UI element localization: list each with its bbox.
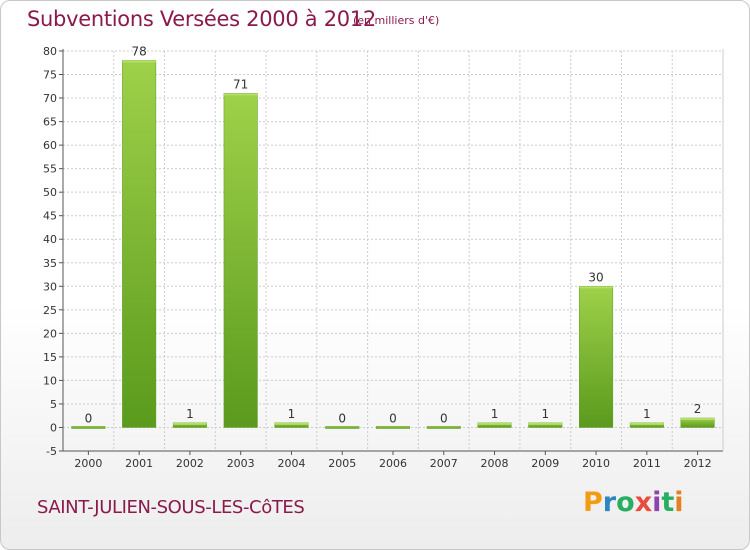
x-tick-label: 2011 (633, 457, 661, 470)
bar-highlight (680, 418, 715, 421)
value-label: 0 (440, 411, 448, 425)
bar-highlight (122, 60, 156, 63)
y-tick-label: 65 (43, 116, 57, 129)
x-tick-label: 2002 (176, 457, 204, 470)
value-label: 2 (694, 402, 702, 416)
logo-letter: i (652, 487, 662, 518)
logo-letter: x (634, 487, 653, 518)
value-label: 78 (132, 44, 147, 58)
y-tick-label: 35 (43, 257, 57, 270)
y-tick-label: 80 (43, 45, 57, 58)
bar-2000 (71, 426, 106, 429)
value-label: 1 (288, 407, 296, 421)
x-tick-label: 2005 (328, 457, 356, 470)
x-tick-label: 2003 (227, 457, 255, 470)
proxiti-logo[interactable]: Proxiti (583, 487, 684, 518)
y-tick-label: 70 (43, 92, 57, 105)
value-label: 71 (233, 77, 248, 91)
x-tick-label: 2008 (481, 457, 509, 470)
logo-letter: i (674, 487, 684, 518)
value-label: 0 (338, 411, 346, 425)
x-tick-label: 2012 (684, 457, 712, 470)
bar-highlight (630, 422, 664, 425)
bar-highlight (528, 422, 563, 425)
y-tick-label: 0 (50, 421, 57, 434)
value-label: 1 (643, 407, 651, 421)
logo-letter: o (616, 487, 635, 518)
chart-unit: (en milliers d'€) (353, 14, 440, 27)
x-tick-label: 2009 (531, 457, 559, 470)
y-tick-label: 75 (43, 69, 57, 82)
value-label: 1 (491, 407, 499, 421)
x-tick-label: 2000 (74, 457, 102, 470)
bar-2001 (122, 60, 157, 428)
bar-highlight (477, 422, 512, 425)
logo-letter: r (602, 487, 617, 518)
logo-letter: P (583, 487, 603, 518)
y-tick-label: 15 (43, 351, 57, 364)
value-label: 1 (186, 407, 194, 421)
bar-highlight (173, 422, 207, 425)
y-tick-label: 55 (43, 163, 57, 176)
y-tick-label: -5 (46, 445, 57, 458)
x-tick-label: 2007 (430, 457, 458, 470)
logo-letter: t (661, 487, 675, 518)
bars (71, 60, 715, 429)
commune-name: SAINT-JULIEN-SOUS-LES-CôTES (37, 497, 305, 518)
bar-highlight (223, 93, 258, 96)
value-label: 30 (588, 270, 603, 284)
bar-highlight (274, 422, 309, 425)
x-tick-label: 2010 (582, 457, 610, 470)
value-label: 0 (389, 411, 397, 425)
bar-2007 (426, 426, 461, 429)
y-tick-label: 25 (43, 304, 57, 317)
y-tick-label: 50 (43, 186, 57, 199)
bar-highlight (579, 286, 613, 289)
x-tick-label: 2001 (125, 457, 153, 470)
value-label: 0 (85, 411, 93, 425)
y-tick-label: 40 (43, 233, 57, 246)
bar-2005 (325, 426, 360, 429)
labels: -505101520253035404550556065707580020007… (43, 44, 712, 470)
x-tick-label: 2006 (379, 457, 407, 470)
chart-title: Subventions Versées 2000 à 2012 (27, 7, 376, 31)
bar-2006 (375, 426, 411, 429)
value-label: 1 (541, 407, 549, 421)
bar-2003 (223, 93, 258, 428)
y-tick-label: 60 (43, 139, 57, 152)
bar-2010 (579, 286, 614, 428)
y-tick-label: 20 (43, 327, 57, 340)
y-tick-label: 10 (43, 374, 57, 387)
axes (59, 49, 724, 455)
x-tick-label: 2004 (277, 457, 305, 470)
grid-lines (63, 50, 723, 452)
y-tick-label: 45 (43, 210, 57, 223)
y-tick-label: 5 (50, 398, 57, 411)
y-tick-label: 30 (43, 280, 57, 293)
